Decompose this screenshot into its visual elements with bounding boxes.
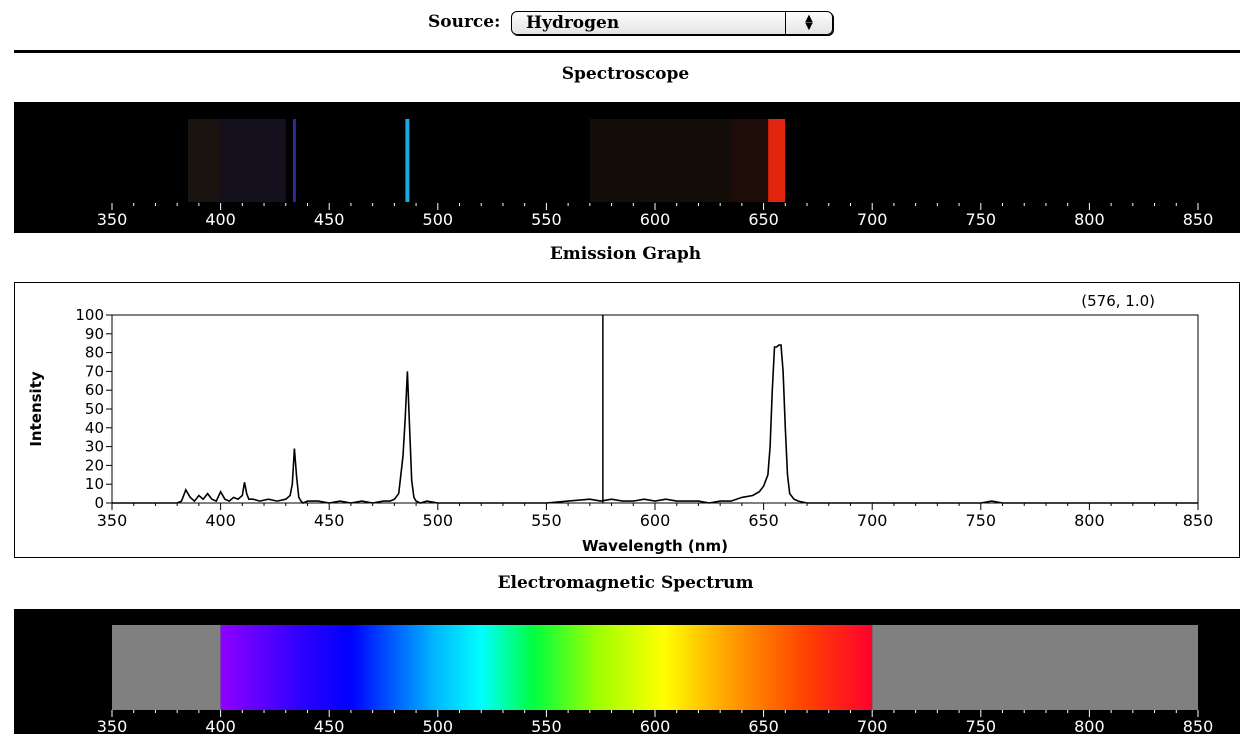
spectroscope-tick-label: 750: [966, 210, 997, 229]
source-label: Source:: [428, 12, 501, 32]
visible-region: [220, 625, 873, 710]
em-tick-label: 850: [1183, 717, 1214, 734]
spectroscope-tick-label: 850: [1183, 210, 1214, 229]
cursor-readout: (576, 1.0): [1081, 292, 1155, 310]
spectroscope-tick-label: 650: [748, 210, 779, 229]
plot-frame: [111, 314, 1199, 504]
y-tick-label: 0: [94, 494, 104, 512]
emission-line: [768, 119, 786, 202]
divider: [14, 50, 1240, 53]
em-tick-label: 650: [748, 717, 779, 734]
x-tick-label: 500: [423, 511, 454, 530]
spectroscope-tick-label: 500: [423, 210, 454, 229]
spectroscope-panel: 350 400 450 500 550 600 650 700 750 800 850: [14, 102, 1240, 233]
emission-graph-panel[interactable]: 0 10 20 30 40 50 60 70 80 90 100 350 400 450 500 550 600…: [14, 282, 1240, 558]
y-tick-label: 70: [85, 362, 104, 380]
emission-line: [405, 119, 410, 202]
em-tick-label: 550: [531, 717, 562, 734]
emission-series-line: [112, 344, 1198, 504]
em-tick-label: 800: [1074, 717, 1105, 734]
up-down-arrows-icon: ▲ ▼: [785, 12, 832, 34]
y-tick-label: 50: [85, 400, 104, 418]
y-tick-label: 100: [75, 306, 104, 324]
spectroscope-tick-label: 350: [97, 210, 128, 229]
y-axis-label: Intensity: [27, 371, 45, 447]
spectroscope-title: Spectroscope: [561, 64, 690, 84]
x-tick-label: 750: [966, 511, 997, 530]
spectroscope-tick-label: 600: [640, 210, 671, 229]
x-tick-label: 450: [314, 511, 345, 530]
x-tick-label: 350: [97, 511, 128, 530]
y-tick-label: 90: [85, 325, 104, 343]
faint-emission-band: [731, 119, 768, 202]
y-tick-label: 30: [85, 438, 104, 456]
em-tick-label: 450: [314, 717, 345, 734]
y-tick-label: 10: [85, 475, 104, 493]
y-tick-label: 80: [85, 344, 104, 362]
spectroscope-tick-label: 700: [857, 210, 888, 229]
spectroscope-tick-label: 800: [1074, 210, 1105, 229]
em-tick-label: 350: [97, 717, 128, 734]
em-spectrum-title: Electromagnetic Spectrum: [497, 573, 754, 593]
x-tick-label: 550: [531, 511, 562, 530]
x-tick-label: 650: [748, 511, 779, 530]
y-tick-label: 20: [85, 456, 104, 474]
em-tick-label: 750: [966, 717, 997, 734]
x-tick-label: 700: [857, 511, 888, 530]
emission-line: [292, 119, 296, 202]
spectroscope-tick-label: 450: [314, 210, 345, 229]
x-tick-label: 800: [1074, 511, 1105, 530]
source-select[interactable]: Hydrogen ▲ ▼: [511, 11, 833, 35]
y-tick-label: 40: [85, 419, 104, 437]
em-tick-label: 500: [423, 717, 454, 734]
source-select-value: Hydrogen: [526, 13, 620, 33]
faint-emission-band: [188, 119, 221, 202]
em-spectrum: 350 400 450 500 550 600 650 700 750 800 850: [97, 625, 1214, 736]
em-tick-label: 700: [857, 717, 888, 734]
spectroscope-tick-label: 550: [531, 210, 562, 229]
uv-region: [112, 625, 221, 710]
em-spectrum-panel: 350 400 450 500 550 600 650 700 750 800 850: [14, 609, 1240, 736]
x-tick-label: 600: [640, 511, 671, 530]
spectroscope-spectrum: 350 400 450 500 550 600 650 700 750 800 850: [97, 119, 1214, 229]
x-tick-label: 850: [1183, 511, 1214, 530]
ir-region: [872, 625, 1198, 710]
emission-graph-title: Emission Graph: [549, 244, 702, 264]
x-axis-label: Wavelength (nm): [582, 537, 728, 555]
em-tick-label: 600: [640, 717, 671, 734]
y-tick-label: 60: [85, 381, 104, 399]
faint-emission-band: [589, 119, 742, 202]
em-tick-label: 400: [205, 717, 236, 734]
spectroscope-tick-label: 400: [205, 210, 236, 229]
x-tick-label: 400: [205, 511, 236, 530]
faint-emission-band: [220, 119, 286, 202]
source-row: Source: Hydrogen ▲ ▼: [0, 8, 1251, 38]
